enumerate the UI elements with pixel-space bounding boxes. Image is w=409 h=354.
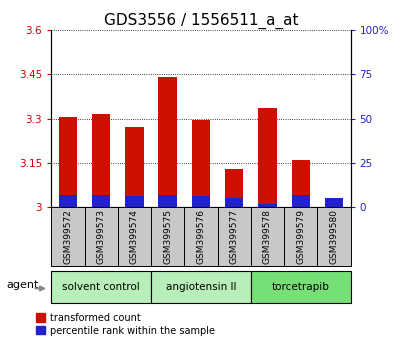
Bar: [317, 207, 350, 266]
Text: torcetrapib: torcetrapib: [271, 282, 329, 292]
Bar: [225, 169, 243, 207]
Bar: [283, 207, 317, 266]
Bar: [184, 207, 217, 266]
Bar: [58, 195, 77, 207]
Bar: [51, 271, 151, 303]
Bar: [51, 207, 84, 266]
Bar: [258, 108, 276, 207]
Text: agent: agent: [7, 280, 39, 290]
Text: GSM399578: GSM399578: [262, 209, 271, 264]
Bar: [151, 271, 250, 303]
Bar: [125, 127, 143, 207]
Text: GSM399572: GSM399572: [63, 209, 72, 264]
Bar: [250, 207, 283, 266]
Bar: [258, 204, 276, 207]
Bar: [191, 196, 209, 207]
Bar: [158, 77, 176, 207]
Text: GSM399579: GSM399579: [295, 209, 304, 264]
Bar: [250, 271, 350, 303]
Bar: [324, 198, 342, 207]
Text: angiotensin II: angiotensin II: [165, 282, 236, 292]
Text: GSM399576: GSM399576: [196, 209, 205, 264]
Text: GSM399575: GSM399575: [163, 209, 172, 264]
Bar: [92, 195, 110, 207]
Bar: [117, 207, 151, 266]
Bar: [217, 207, 250, 266]
Text: GSM399577: GSM399577: [229, 209, 238, 264]
Text: solvent control: solvent control: [62, 282, 139, 292]
Text: GSM399573: GSM399573: [97, 209, 106, 264]
Text: GSM399580: GSM399580: [328, 209, 337, 264]
Bar: [291, 160, 309, 207]
Bar: [158, 195, 176, 207]
Bar: [191, 120, 209, 207]
Bar: [84, 207, 117, 266]
Title: GDS3556 / 1556511_a_at: GDS3556 / 1556511_a_at: [103, 12, 297, 29]
Bar: [125, 196, 143, 207]
Bar: [92, 114, 110, 207]
Bar: [151, 207, 184, 266]
Legend: transformed count, percentile rank within the sample: transformed count, percentile rank withi…: [36, 313, 215, 336]
Bar: [58, 117, 77, 207]
Bar: [291, 195, 309, 207]
Text: GSM399574: GSM399574: [130, 209, 139, 264]
Bar: [225, 198, 243, 207]
